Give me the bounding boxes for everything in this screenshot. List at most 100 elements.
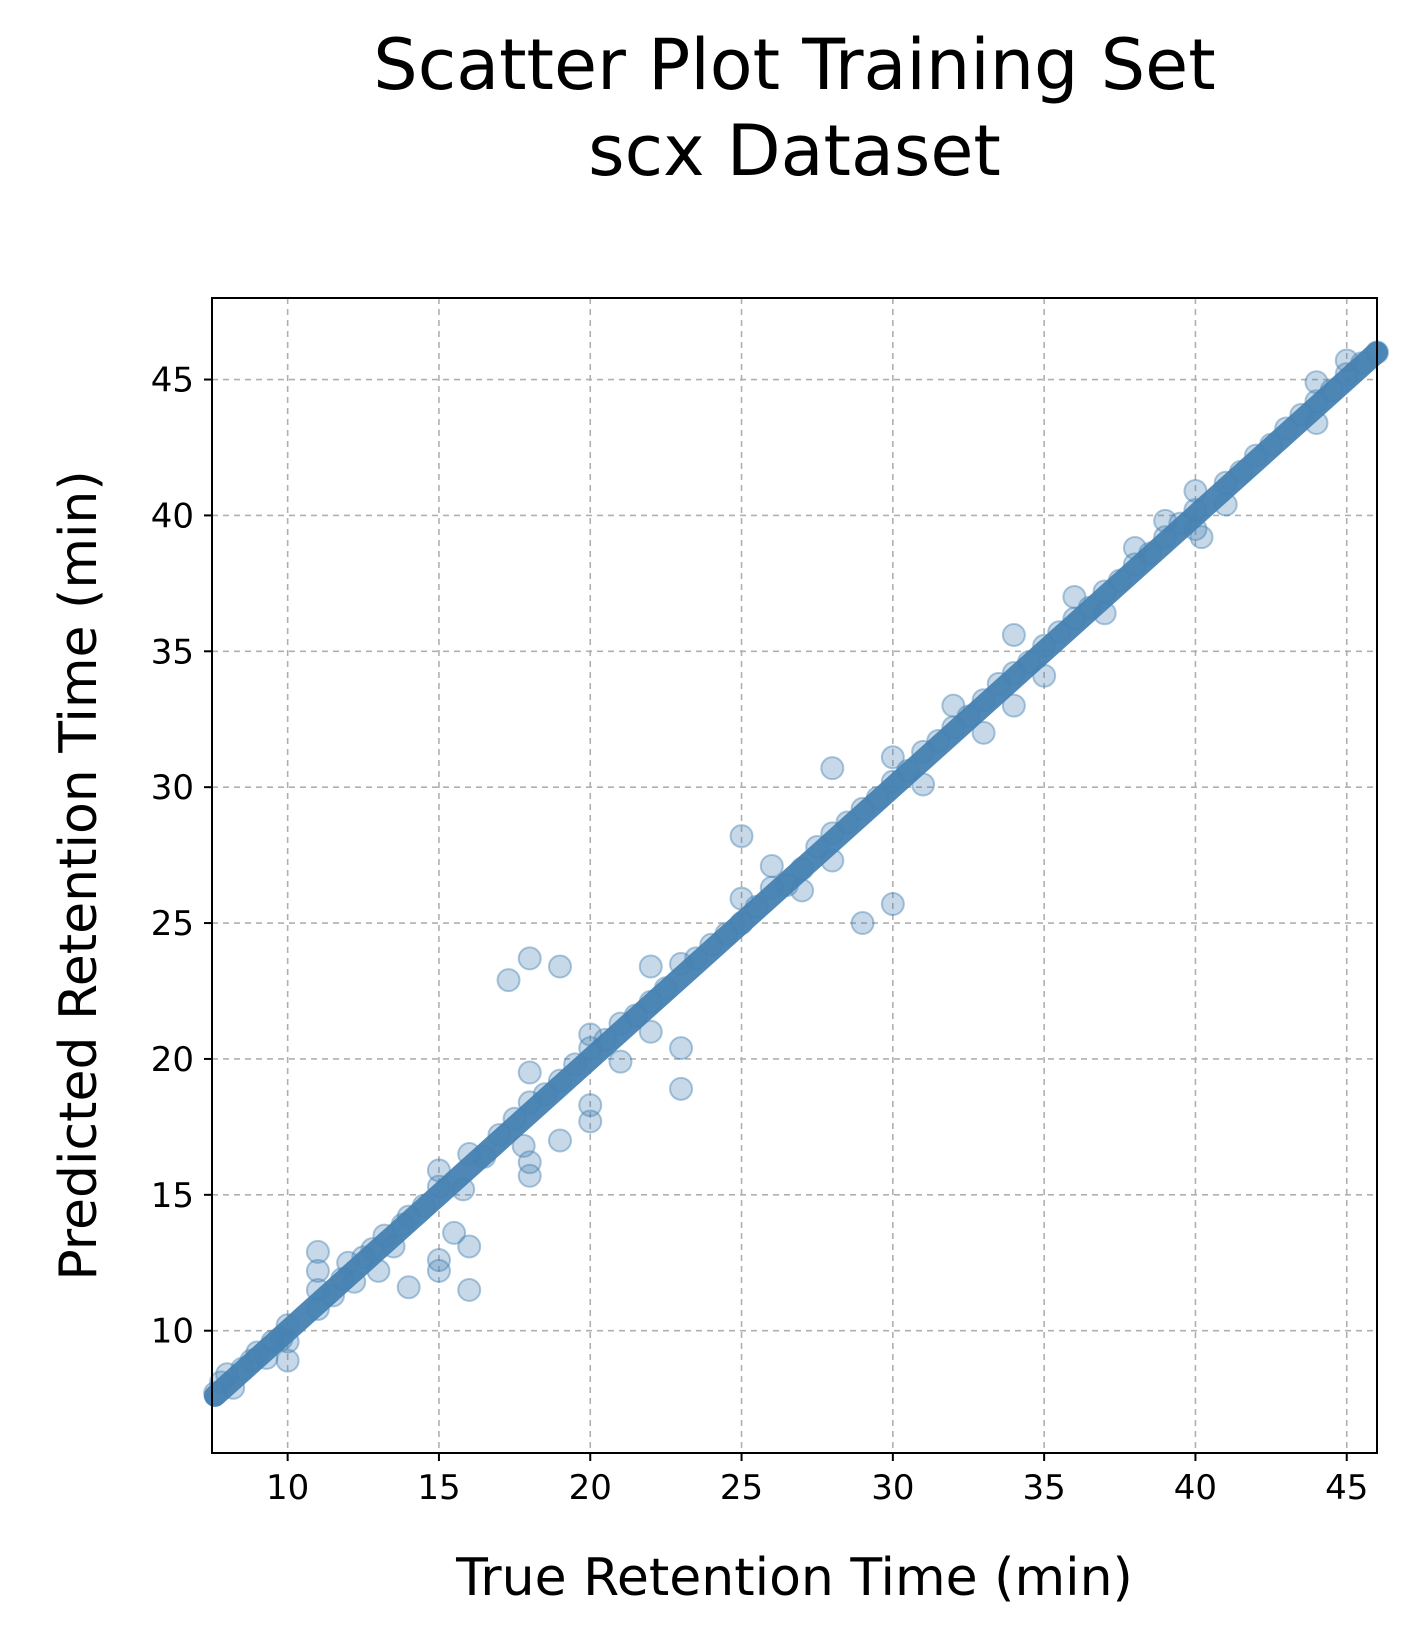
data-point-130 bbox=[1274, 416, 1299, 441]
data-point-80 bbox=[790, 878, 815, 903]
data-point-118 bbox=[1153, 525, 1178, 550]
data-point-77 bbox=[759, 853, 784, 878]
data-point-131 bbox=[1289, 402, 1314, 427]
data-point-12 bbox=[275, 1348, 300, 1373]
data-point-74 bbox=[729, 886, 754, 911]
data-point-85 bbox=[835, 810, 860, 835]
data-point-36 bbox=[457, 1234, 482, 1259]
data-point-138 bbox=[1349, 351, 1374, 376]
data-point-97 bbox=[941, 693, 966, 718]
data-point-128 bbox=[1243, 443, 1268, 468]
data-point-37 bbox=[457, 1277, 482, 1302]
data-point-40 bbox=[487, 1123, 512, 1148]
data-point-108 bbox=[1047, 620, 1072, 645]
x-tick-label-25: 25 bbox=[720, 1468, 763, 1508]
data-point-110 bbox=[1062, 584, 1087, 609]
data-point-45 bbox=[517, 1163, 542, 1188]
chart-title-line-2: scx Dataset bbox=[588, 110, 1001, 192]
data-point-64 bbox=[638, 1019, 663, 1044]
data-point-2 bbox=[215, 1362, 240, 1387]
data-point-96 bbox=[941, 715, 966, 740]
data-point-107 bbox=[1032, 663, 1057, 688]
data-point-6 bbox=[245, 1340, 270, 1365]
y-tick-label-20: 20 bbox=[151, 1040, 194, 1080]
data-point-93 bbox=[911, 739, 936, 764]
x-tick-label-35: 35 bbox=[1023, 1468, 1066, 1508]
data-point-44 bbox=[517, 946, 542, 971]
data-point-1 bbox=[209, 1370, 234, 1395]
data-point-53 bbox=[563, 1052, 588, 1077]
y-axis-label: Predicted Retention Time (min) bbox=[49, 470, 109, 1280]
data-point-123 bbox=[1183, 517, 1208, 541]
data-point-56 bbox=[578, 1036, 603, 1061]
data-point-113 bbox=[1092, 601, 1117, 626]
data-point-68 bbox=[669, 951, 694, 976]
x-tick-label-15: 15 bbox=[417, 1468, 460, 1508]
data-point-115 bbox=[1122, 552, 1147, 577]
data-point-0 bbox=[203, 1381, 228, 1406]
data-point-66 bbox=[669, 1036, 694, 1061]
data-point-32 bbox=[426, 1174, 451, 1199]
x-axis-ticks: 10 15 20 25 30 35 40 45 bbox=[266, 1453, 1368, 1508]
data-point-25 bbox=[381, 1234, 406, 1259]
x-tick-label-20: 20 bbox=[569, 1468, 612, 1508]
data-point-54 bbox=[578, 1109, 603, 1134]
data-point-111 bbox=[1077, 595, 1102, 620]
data-point-117 bbox=[1138, 541, 1163, 566]
diagonal-band bbox=[204, 341, 1388, 1407]
data-point-92 bbox=[895, 758, 920, 783]
data-point-51 bbox=[547, 1128, 572, 1153]
data-point-84 bbox=[820, 848, 845, 873]
data-point-22 bbox=[360, 1237, 385, 1262]
data-point-27 bbox=[396, 1275, 421, 1300]
data-point-87 bbox=[850, 796, 875, 821]
data-point-62 bbox=[638, 989, 663, 1014]
data-point-7 bbox=[254, 1345, 279, 1370]
data-point-71 bbox=[714, 921, 739, 946]
plot-frame bbox=[211, 297, 1378, 1454]
data-point-103 bbox=[1001, 622, 1026, 647]
data-point-106 bbox=[1032, 633, 1057, 658]
data-point-18 bbox=[330, 1267, 355, 1292]
data-point-63 bbox=[638, 954, 663, 979]
data-point-42 bbox=[502, 1106, 527, 1131]
data-point-134 bbox=[1304, 411, 1329, 436]
data-point-76 bbox=[759, 875, 784, 900]
data-point-137 bbox=[1334, 348, 1359, 373]
data-point-129 bbox=[1259, 432, 1284, 457]
data-point-50 bbox=[547, 954, 572, 979]
y-tick-label-45: 45 bbox=[151, 361, 194, 401]
data-point-26 bbox=[390, 1212, 415, 1237]
data-point-100 bbox=[971, 720, 996, 745]
data-point-73 bbox=[729, 911, 754, 936]
data-point-39 bbox=[472, 1144, 497, 1169]
data-point-48 bbox=[517, 1060, 542, 1085]
data-point-11 bbox=[275, 1329, 300, 1354]
data-point-132 bbox=[1304, 389, 1329, 414]
data-point-101 bbox=[986, 671, 1011, 696]
data-point-31 bbox=[426, 1248, 451, 1273]
data-point-91 bbox=[880, 745, 905, 770]
data-point-23 bbox=[366, 1258, 391, 1283]
data-point-19 bbox=[336, 1250, 361, 1275]
data-point-52 bbox=[547, 1068, 572, 1093]
data-point-83 bbox=[820, 821, 845, 846]
data-point-20 bbox=[342, 1269, 367, 1294]
data-point-3 bbox=[221, 1375, 246, 1400]
y-tick-label-15: 15 bbox=[151, 1176, 194, 1216]
data-point-58 bbox=[593, 1027, 618, 1052]
data-point-30 bbox=[426, 1258, 451, 1283]
data-point-72 bbox=[729, 824, 754, 849]
x-tick-label-40: 40 bbox=[1174, 1468, 1217, 1508]
data-point-112 bbox=[1092, 579, 1117, 604]
data-point-69 bbox=[684, 946, 709, 971]
data-point-75 bbox=[744, 894, 769, 919]
data-point-102 bbox=[1001, 661, 1026, 686]
data-point-88 bbox=[865, 786, 890, 811]
data-point-78 bbox=[774, 873, 799, 898]
data-point-95 bbox=[926, 728, 951, 753]
data-point-135 bbox=[1319, 378, 1344, 403]
data-point-127 bbox=[1228, 459, 1253, 484]
data-point-55 bbox=[578, 1093, 603, 1118]
data-point-116 bbox=[1122, 536, 1147, 561]
